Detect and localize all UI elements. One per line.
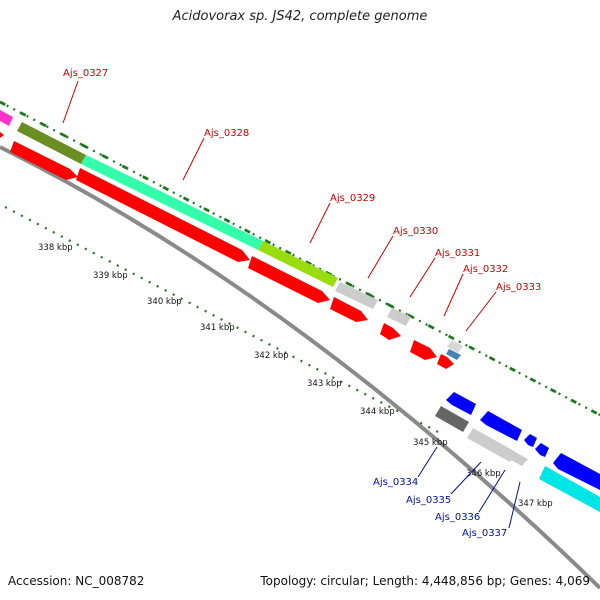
feature-bar-magenta bbox=[0, 110, 13, 126]
kbp-label: 340 kbp bbox=[147, 297, 182, 307]
feature-bar-gray-1 bbox=[335, 282, 378, 309]
kbp-labels: 338 kbp 339 kbp 340 kbp 341 kbp 342 kbp … bbox=[38, 243, 553, 509]
cds-arrow-red bbox=[380, 323, 401, 340]
kbp-label: 346 kbp bbox=[466, 469, 501, 479]
inner-tick-track bbox=[4, 206, 441, 434]
bottom-gene-labels[interactable]: Ajs_0334 Ajs_0335 Ajs_0336 Ajs_0337 bbox=[373, 446, 521, 539]
kbp-label: 343 kbp bbox=[307, 379, 342, 389]
gene-label-bottom[interactable]: Ajs_0336 bbox=[435, 512, 480, 523]
cds-arrow-red bbox=[410, 340, 437, 360]
cds-arrow-blue bbox=[535, 443, 549, 457]
feature-bars bbox=[0, 110, 600, 512]
feature-bar-aquamarine bbox=[81, 155, 263, 250]
gene-label-top[interactable]: Ajs_0329 bbox=[330, 193, 375, 204]
feature-bar-gray-4 bbox=[509, 452, 528, 466]
kbp-label: 341 kbp bbox=[200, 323, 235, 333]
tick-tracks bbox=[0, 100, 600, 434]
genome-summary-text: Topology: circular; Length: 4,448,856 bp… bbox=[260, 574, 590, 588]
cds-arrow-red bbox=[248, 256, 330, 303]
feature-bar-lightgray bbox=[447, 340, 463, 353]
top-gene-labels[interactable]: Ajs_0327 Ajs_0328 Ajs_0329 Ajs_0330 Ajs_… bbox=[62, 68, 541, 332]
gene-label-top[interactable]: Ajs_0327 bbox=[63, 68, 108, 79]
top-leader-lines bbox=[62, 80, 497, 332]
gene-label-bottom[interactable]: Ajs_0334 bbox=[373, 477, 418, 488]
cds-arrow-red bbox=[330, 297, 368, 322]
cds-arrow-red bbox=[437, 354, 454, 369]
outer-tick-track bbox=[0, 101, 600, 416]
kbp-label: 345 kbp bbox=[413, 438, 448, 448]
kbp-label: 342 kbp bbox=[254, 351, 289, 361]
feature-bar-yellowgreen bbox=[258, 241, 338, 287]
feature-bar-cyan bbox=[539, 466, 600, 512]
cds-arrow-red bbox=[0, 132, 4, 138]
feature-bar-darkgray bbox=[435, 406, 469, 432]
feature-bar-gray-3 bbox=[467, 428, 516, 462]
forward-cds-track bbox=[0, 132, 454, 369]
kbp-label: 347 kbp bbox=[518, 499, 553, 509]
kbp-label: 344 kbp bbox=[360, 407, 395, 417]
gene-label-top[interactable]: Ajs_0332 bbox=[463, 264, 508, 275]
gene-label-bottom[interactable]: Ajs_0337 bbox=[462, 528, 507, 539]
feature-bar-steelblue bbox=[446, 349, 461, 360]
cds-arrow-blue bbox=[480, 411, 522, 441]
cds-arrow-blue bbox=[446, 392, 476, 415]
feature-bar-olive bbox=[17, 122, 86, 164]
map-title: Acidovorax sp. JS42, complete genome bbox=[172, 9, 428, 24]
gene-label-top[interactable]: Ajs_0328 bbox=[204, 128, 249, 139]
bottom-leader-lines bbox=[417, 446, 521, 529]
gene-label-top[interactable]: Ajs_0331 bbox=[435, 248, 480, 259]
cds-arrow-red bbox=[76, 168, 250, 262]
cds-arrow-blue bbox=[553, 453, 600, 490]
cds-arrow-red bbox=[10, 141, 78, 180]
reverse-cds-track bbox=[446, 392, 600, 490]
gene-label-top[interactable]: Ajs_0330 bbox=[393, 226, 438, 237]
kbp-label: 338 kbp bbox=[38, 243, 73, 253]
feature-bar-gray-2 bbox=[387, 308, 411, 326]
cds-arrow-blue bbox=[524, 434, 537, 447]
gene-label-bottom[interactable]: Ajs_0335 bbox=[406, 495, 451, 506]
accession-text: Accession: NC_008782 bbox=[8, 574, 145, 588]
gene-label-top[interactable]: Ajs_0333 bbox=[496, 282, 541, 293]
kbp-label: 339 kbp bbox=[93, 271, 128, 281]
